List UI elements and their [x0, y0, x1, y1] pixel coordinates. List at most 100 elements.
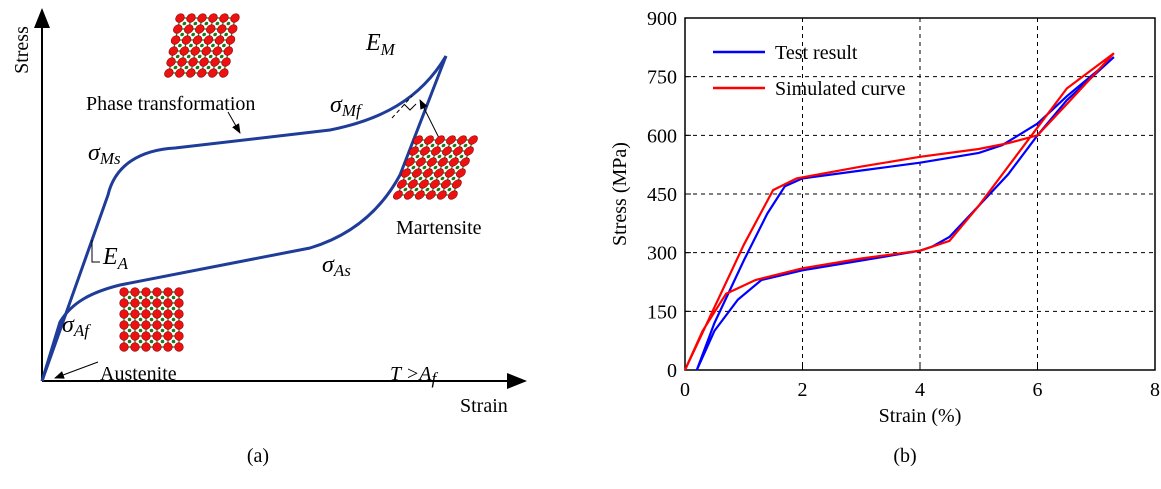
atom	[447, 187, 452, 192]
symbol: σAs	[322, 252, 351, 280]
slope-mark	[91, 240, 100, 263]
label: Phase transformation	[86, 93, 255, 115]
atom	[119, 309, 129, 319]
atom	[189, 43, 193, 48]
atom	[455, 165, 460, 170]
atom	[405, 157, 415, 167]
atom	[393, 190, 403, 200]
arrow	[419, 99, 441, 141]
atom	[191, 32, 195, 37]
atom	[442, 146, 452, 156]
atom	[197, 68, 207, 78]
atom	[453, 146, 463, 156]
atom	[446, 135, 456, 145]
atom	[171, 317, 176, 322]
tangent-line	[391, 95, 413, 119]
atom	[452, 179, 462, 189]
atom	[437, 190, 447, 200]
atom	[195, 65, 200, 70]
atom	[427, 157, 437, 167]
atom	[130, 331, 140, 341]
panel-a: Stress Strain Phase transformation Marte…	[11, 8, 527, 467]
condition: T >Af	[390, 363, 438, 388]
atom	[190, 46, 201, 56]
atom	[170, 35, 181, 45]
atom	[433, 165, 438, 170]
lattice-icon	[393, 135, 478, 200]
atom	[127, 306, 132, 311]
atom	[173, 65, 178, 70]
slope-mark	[403, 103, 417, 111]
atom	[130, 298, 140, 308]
atom	[221, 57, 231, 67]
atom	[186, 68, 196, 78]
atom	[422, 165, 427, 170]
atom	[441, 143, 446, 148]
atom	[208, 13, 218, 23]
atom	[119, 298, 129, 308]
atom	[430, 179, 440, 189]
atom	[138, 317, 143, 322]
atom	[415, 154, 420, 159]
atom	[423, 168, 433, 178]
atom	[224, 32, 228, 37]
atom	[429, 176, 434, 181]
atom	[457, 135, 467, 145]
atom	[171, 306, 176, 311]
atom	[397, 179, 407, 189]
atom	[219, 68, 229, 78]
atom	[459, 154, 464, 159]
symbol: EM	[365, 30, 396, 59]
atom	[199, 57, 209, 67]
x-axis-label: Strain (%)	[879, 405, 962, 427]
atom	[160, 306, 165, 311]
atom	[426, 190, 436, 200]
symbol: σMs	[88, 140, 121, 168]
atom	[130, 287, 140, 297]
lattice-icon	[164, 13, 240, 78]
atom	[219, 54, 224, 59]
atom	[119, 342, 129, 352]
atom	[186, 54, 191, 59]
atom	[451, 176, 456, 181]
atom	[193, 21, 198, 26]
y-axis-label: Stress (MPa)	[609, 142, 631, 246]
atom	[197, 54, 202, 59]
atom	[448, 190, 458, 200]
symbol: σAf	[62, 312, 91, 340]
atom	[149, 306, 154, 311]
atom	[408, 179, 418, 189]
atom	[460, 157, 470, 167]
atom	[149, 328, 154, 333]
label: Martensite	[396, 217, 482, 239]
atom	[208, 68, 218, 78]
y-tick-label: 300	[647, 243, 677, 265]
atom	[403, 187, 408, 192]
atom	[431, 146, 441, 156]
x-tick-label: 2	[798, 379, 808, 401]
atom	[226, 21, 231, 26]
atom	[152, 331, 162, 341]
atom	[168, 46, 179, 56]
atom	[127, 339, 132, 344]
atom	[177, 57, 187, 67]
atom	[188, 57, 198, 67]
atom	[413, 135, 423, 145]
atom	[407, 176, 412, 181]
atom	[186, 13, 196, 23]
atom	[174, 331, 184, 341]
atom	[230, 13, 240, 23]
atom	[149, 339, 154, 344]
atom	[163, 309, 173, 319]
atom	[149, 295, 154, 300]
legend-label: Test result	[775, 42, 858, 64]
atom	[175, 13, 185, 23]
atom	[409, 146, 419, 156]
atom	[192, 35, 203, 45]
atom	[219, 13, 229, 23]
atom	[175, 68, 185, 78]
atom	[141, 287, 151, 297]
atom	[197, 13, 207, 23]
caption: (a)	[247, 445, 269, 467]
